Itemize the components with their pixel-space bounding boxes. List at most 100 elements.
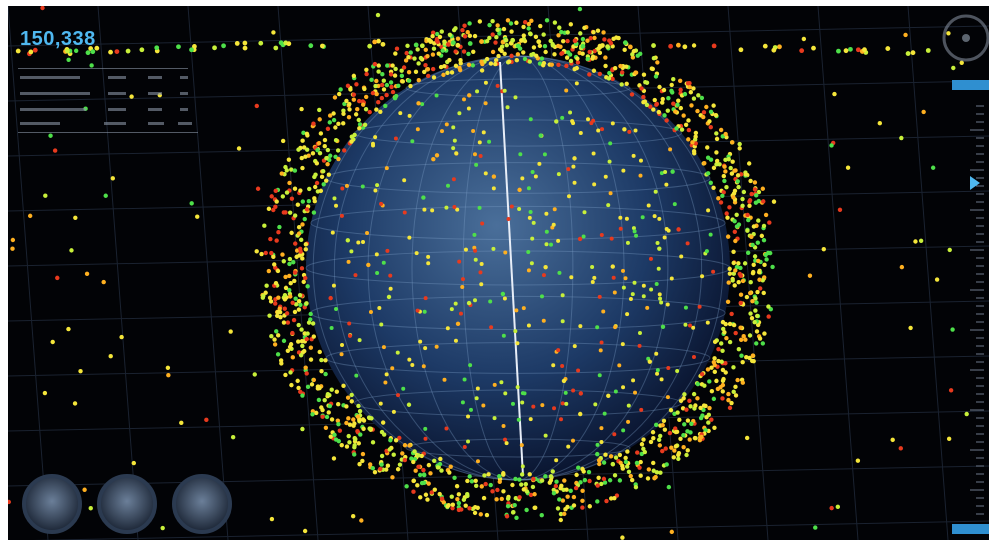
- debris: [709, 417, 714, 422]
- view-button[interactable]: [97, 474, 157, 534]
- debris: [108, 49, 113, 55]
- debris: [462, 23, 467, 28]
- debris: [407, 443, 412, 448]
- debris: [346, 259, 351, 264]
- debris: [344, 444, 350, 449]
- debris: [236, 146, 242, 151]
- debris: [242, 40, 248, 46]
- viewport: 150,338: [8, 6, 989, 540]
- debris: [548, 474, 554, 479]
- debris: [275, 352, 281, 357]
- debris: [699, 371, 705, 377]
- debris: [530, 236, 535, 241]
- debris: [741, 189, 747, 195]
- debris: [603, 174, 608, 179]
- debris: [848, 46, 853, 52]
- debris: [437, 491, 442, 497]
- debris: [234, 41, 240, 46]
- debris: [548, 38, 553, 44]
- debris: [754, 341, 759, 346]
- debris: [515, 52, 521, 57]
- debris: [675, 410, 680, 415]
- debris: [536, 39, 542, 45]
- panel-tab[interactable]: [952, 80, 989, 90]
- debris: [552, 207, 557, 212]
- debris: [515, 43, 521, 49]
- debris: [501, 471, 506, 476]
- debris: [738, 47, 744, 53]
- debris: [440, 129, 445, 134]
- debris: [381, 78, 387, 83]
- debris: [602, 480, 608, 485]
- debris: [295, 378, 300, 384]
- debris: [503, 391, 508, 396]
- debris: [740, 278, 746, 284]
- debris: [399, 73, 405, 79]
- debris: [678, 87, 683, 93]
- debris: [281, 259, 286, 264]
- debris: [582, 210, 587, 215]
- debris: [472, 232, 477, 237]
- debris: [581, 234, 586, 239]
- debris: [367, 109, 372, 115]
- debris: [402, 178, 407, 183]
- debris: [360, 451, 366, 457]
- view-button[interactable]: [22, 474, 82, 534]
- debris: [304, 336, 309, 342]
- debris: [660, 324, 666, 329]
- debris: [651, 43, 656, 48]
- debris: [362, 122, 368, 128]
- compass[interactable]: [942, 14, 989, 62]
- debris: [657, 433, 663, 439]
- debris: [259, 251, 264, 257]
- debris: [618, 226, 623, 231]
- debris: [738, 300, 743, 306]
- debris: [376, 38, 381, 44]
- debris: [129, 94, 134, 99]
- debris: [379, 462, 384, 467]
- debris: [587, 478, 592, 484]
- debris: [657, 443, 663, 448]
- debris: [463, 247, 468, 252]
- debris: [513, 496, 519, 501]
- panel-tab[interactable]: [952, 524, 989, 534]
- debris: [160, 525, 165, 531]
- debris: [660, 448, 665, 454]
- debris: [439, 496, 445, 501]
- debris: [742, 261, 748, 266]
- debris: [693, 130, 699, 136]
- debris: [491, 246, 496, 251]
- debris: [275, 333, 281, 338]
- debris: [727, 271, 733, 276]
- debris: [631, 153, 636, 158]
- debris: [688, 90, 694, 95]
- debris: [705, 320, 710, 325]
- debris: [560, 115, 565, 120]
- debris: [321, 182, 326, 187]
- grid-line: [907, 6, 949, 540]
- debris: [298, 188, 303, 193]
- debris: [412, 449, 417, 454]
- debris: [367, 43, 373, 49]
- grid-line: [8, 6, 49, 540]
- debris: [360, 184, 365, 189]
- debris: [625, 240, 630, 245]
- debris: [711, 396, 717, 402]
- debris: [119, 334, 124, 340]
- debris: [655, 240, 660, 245]
- grid-line: [32, 520, 989, 540]
- debris: [468, 363, 473, 368]
- scale-marker[interactable]: [970, 176, 980, 190]
- debris: [641, 72, 647, 77]
- debris: [617, 363, 622, 368]
- debris: [457, 65, 462, 71]
- debris: [877, 120, 883, 126]
- debris: [362, 86, 367, 92]
- debris: [451, 146, 456, 151]
- debris: [139, 47, 145, 53]
- debris: [691, 148, 697, 154]
- debris: [299, 155, 304, 161]
- debris: [556, 62, 561, 68]
- debris: [753, 193, 759, 198]
- view-button[interactable]: [172, 474, 232, 534]
